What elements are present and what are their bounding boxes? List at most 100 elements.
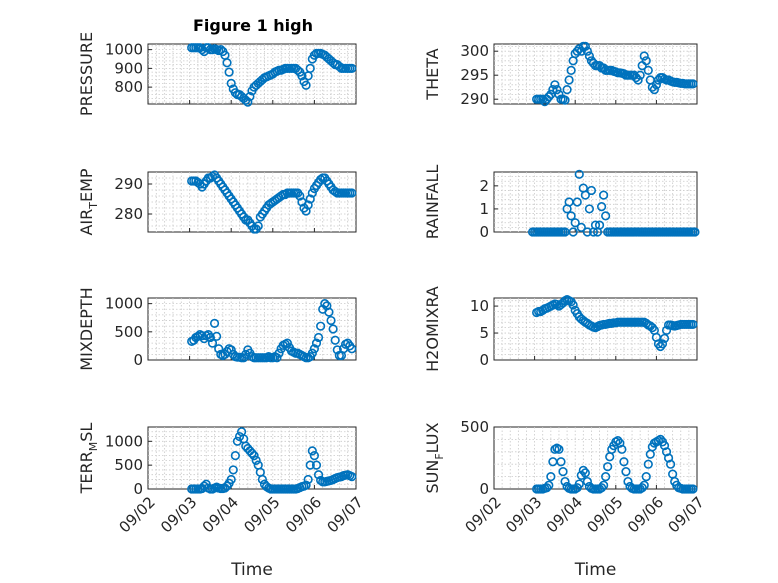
data-point bbox=[552, 84, 562, 95]
data-point bbox=[546, 472, 556, 482]
y-tick-label: 280 bbox=[114, 205, 143, 223]
data-point bbox=[297, 71, 307, 81]
x-tick-label: 09/07 bbox=[665, 493, 708, 536]
data-point bbox=[643, 65, 653, 75]
data-point bbox=[596, 202, 607, 212]
data-point bbox=[594, 220, 605, 230]
data-point bbox=[582, 46, 592, 56]
data-point bbox=[316, 321, 326, 331]
data-point bbox=[230, 451, 240, 461]
data-point bbox=[666, 459, 676, 469]
data-point bbox=[643, 459, 653, 469]
x-tick-label: 09/04 bbox=[543, 493, 586, 536]
y-tick-label: 1000 bbox=[105, 41, 143, 59]
y-tick-label: 1000 bbox=[105, 432, 143, 450]
data-point bbox=[690, 227, 700, 237]
y-axis-label: AIRTEMP bbox=[77, 168, 100, 235]
data-point bbox=[554, 444, 564, 454]
data-point bbox=[305, 63, 315, 73]
data-point bbox=[311, 338, 322, 348]
data-point bbox=[274, 348, 284, 358]
data-point bbox=[552, 299, 562, 310]
y-tick-label: 300 bbox=[460, 42, 489, 60]
data-point bbox=[649, 84, 659, 95]
data-point bbox=[548, 84, 558, 95]
data-point bbox=[301, 480, 311, 490]
data-point bbox=[247, 448, 257, 458]
data-point bbox=[617, 444, 627, 454]
y-tick-label: 0 bbox=[479, 480, 489, 498]
x-tick-label: 09/04 bbox=[199, 493, 242, 536]
x-axis-label: Time bbox=[230, 560, 273, 580]
data-point bbox=[224, 67, 234, 77]
y-axis-label: TERRMSL bbox=[77, 423, 100, 495]
data-point bbox=[601, 211, 611, 221]
x-tick-label: 09/07 bbox=[324, 493, 367, 536]
data-point bbox=[313, 470, 324, 480]
data-point bbox=[580, 190, 590, 200]
data-point bbox=[322, 301, 332, 311]
data-point bbox=[212, 331, 222, 341]
data-point bbox=[209, 318, 220, 328]
data-point bbox=[347, 188, 357, 198]
y-tick-label: 0 bbox=[479, 223, 489, 241]
y-tick-label: 290 bbox=[460, 90, 489, 108]
data-point bbox=[228, 465, 238, 475]
data-point bbox=[580, 468, 590, 478]
y-tick-label: 0 bbox=[479, 351, 489, 369]
data-point bbox=[347, 63, 357, 73]
data-point bbox=[568, 300, 578, 310]
data-point bbox=[326, 315, 336, 326]
axes-air_temp: 280 290 AIRTEMP bbox=[77, 168, 357, 236]
axes-background bbox=[493, 426, 698, 490]
data-point bbox=[257, 474, 268, 485]
x-tick-label: 09/03 bbox=[157, 493, 200, 536]
x-tick-label: 09/06 bbox=[282, 493, 325, 536]
data-point bbox=[615, 438, 625, 448]
x-tick-label: 09/06 bbox=[624, 493, 667, 536]
data-point bbox=[655, 434, 666, 445]
data-point bbox=[560, 476, 570, 487]
y-axis-label: MIXDEPTH bbox=[77, 287, 96, 370]
data-point bbox=[580, 41, 590, 52]
data-point bbox=[558, 467, 568, 477]
y-axis-label: RAINFALL bbox=[423, 165, 442, 240]
x-tick-label: 09/02 bbox=[462, 493, 505, 536]
y-tick-label: 1000 bbox=[105, 295, 143, 313]
data-point bbox=[280, 189, 290, 200]
data-point bbox=[562, 84, 572, 95]
data-point bbox=[584, 51, 595, 61]
x-axis-label: Time bbox=[574, 560, 617, 580]
data-point bbox=[544, 480, 554, 490]
data-point bbox=[272, 353, 282, 363]
data-point bbox=[303, 474, 313, 485]
axes-background bbox=[493, 43, 698, 105]
data-point bbox=[572, 46, 582, 56]
data-point bbox=[584, 204, 595, 214]
data-point bbox=[574, 479, 584, 489]
data-point bbox=[347, 472, 357, 482]
data-point bbox=[582, 476, 592, 487]
data-point bbox=[596, 483, 607, 493]
data-point bbox=[637, 483, 647, 493]
y-tick-label: 2 bbox=[479, 177, 489, 195]
data-point bbox=[578, 465, 588, 476]
y-tick-label: 0 bbox=[133, 351, 143, 369]
data-point bbox=[253, 221, 263, 231]
data-point bbox=[305, 460, 315, 470]
data-point bbox=[688, 484, 698, 494]
y-tick-label: 5 bbox=[479, 324, 489, 342]
y-axis-label: H2OMIXRA bbox=[423, 286, 442, 372]
data-point bbox=[347, 344, 357, 354]
data-point bbox=[566, 65, 576, 75]
data-point bbox=[688, 319, 698, 330]
data-point bbox=[320, 299, 330, 309]
data-point bbox=[576, 222, 586, 232]
data-point bbox=[226, 78, 236, 88]
y-tick-label: 290 bbox=[114, 175, 143, 193]
data-point bbox=[307, 188, 317, 198]
data-point bbox=[245, 91, 255, 102]
data-point bbox=[251, 455, 261, 465]
data-point bbox=[566, 211, 576, 221]
